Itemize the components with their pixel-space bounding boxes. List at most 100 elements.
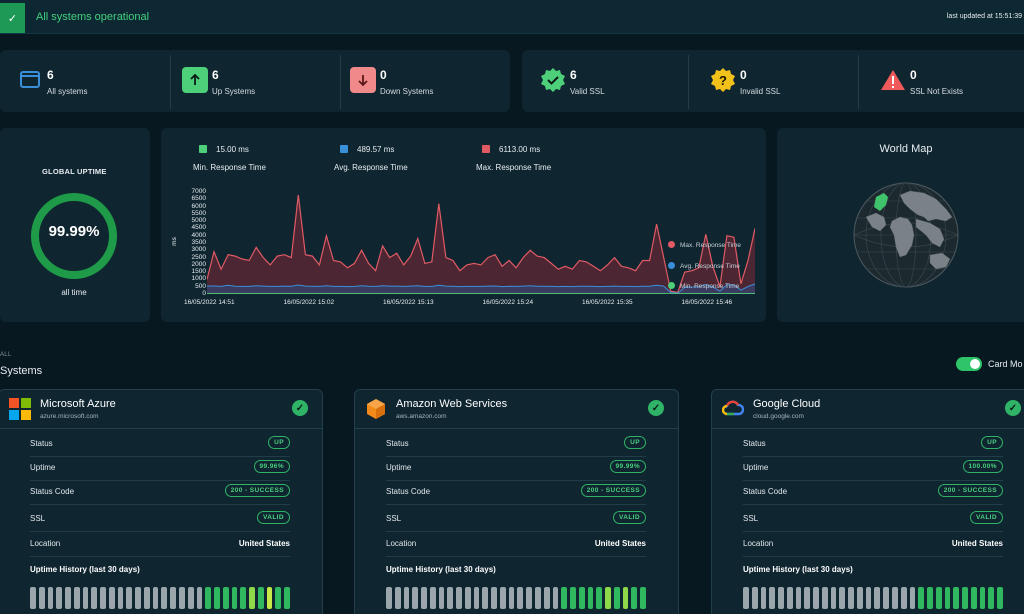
history-bar[interactable] xyxy=(508,587,515,609)
history-bar[interactable] xyxy=(170,587,177,609)
history-bar[interactable] xyxy=(578,587,585,609)
history-bar[interactable] xyxy=(778,587,784,609)
history-bar[interactable] xyxy=(631,587,638,609)
globe-icon[interactable] xyxy=(852,181,960,289)
history-bar[interactable] xyxy=(892,587,898,609)
history-bar[interactable] xyxy=(240,587,247,609)
history-bar[interactable] xyxy=(65,587,71,609)
history-bar[interactable] xyxy=(412,587,419,609)
history-bar[interactable] xyxy=(769,587,776,609)
response-time-chart[interactable] xyxy=(207,190,755,294)
history-bar[interactable] xyxy=(918,587,925,609)
history-bar[interactable] xyxy=(830,587,837,609)
history-bar[interactable] xyxy=(205,587,212,609)
history-bar[interactable] xyxy=(284,587,290,609)
history-bar[interactable] xyxy=(257,587,264,609)
card-mode-toggle[interactable] xyxy=(956,357,982,371)
history-bar[interactable] xyxy=(421,587,427,609)
history-bar[interactable] xyxy=(552,587,559,609)
system-card-aws[interactable]: Amazon Web Services aws.amazon.com ✓ Sta… xyxy=(354,389,679,614)
history-bar[interactable] xyxy=(751,587,758,609)
history-bar[interactable] xyxy=(848,587,854,609)
history-bar[interactable] xyxy=(570,587,576,609)
history-bar[interactable] xyxy=(231,587,238,609)
history-bar[interactable] xyxy=(222,587,229,609)
history-bar[interactable] xyxy=(117,587,124,609)
history-bar[interactable] xyxy=(429,587,436,609)
history-bar[interactable] xyxy=(596,587,603,609)
history-bar[interactable] xyxy=(56,587,63,609)
history-bar[interactable] xyxy=(275,587,282,609)
history-bar[interactable] xyxy=(91,587,98,609)
history-bar[interactable] xyxy=(38,587,45,609)
history-bar[interactable] xyxy=(535,587,541,609)
history-bar[interactable] xyxy=(473,587,480,609)
history-bar[interactable] xyxy=(874,587,881,609)
window-icon xyxy=(17,67,43,93)
history-bar[interactable] xyxy=(979,587,986,609)
history-bar[interactable] xyxy=(786,587,793,609)
history-bar[interactable] xyxy=(997,587,1003,609)
history-bar[interactable] xyxy=(161,587,168,609)
history-bar[interactable] xyxy=(988,587,995,609)
history-bar[interactable] xyxy=(152,587,159,609)
history-bar[interactable] xyxy=(883,587,890,609)
history-bar[interactable] xyxy=(126,587,133,609)
history-bar[interactable] xyxy=(526,587,533,609)
history-bar[interactable] xyxy=(953,587,960,609)
history-bar[interactable] xyxy=(47,587,54,609)
history-bar[interactable] xyxy=(456,587,462,609)
history-bar[interactable] xyxy=(543,587,550,609)
history-bar[interactable] xyxy=(856,587,863,609)
history-bar[interactable] xyxy=(214,587,220,609)
history-bar[interactable] xyxy=(386,587,392,609)
history-bar[interactable] xyxy=(499,587,506,609)
history-bar[interactable] xyxy=(944,587,951,609)
history-bar[interactable] xyxy=(403,587,410,609)
history-bar[interactable] xyxy=(865,587,872,609)
history-bar[interactable] xyxy=(249,587,255,609)
history-bar[interactable] xyxy=(517,587,524,609)
history-bar[interactable] xyxy=(587,587,594,609)
system-card-google-cloud[interactable]: Google Cloud cloud.google.com ✓ Status UP… xyxy=(711,389,1024,614)
history-bar[interactable] xyxy=(795,587,802,609)
history-bar[interactable] xyxy=(464,587,471,609)
history-bar[interactable] xyxy=(927,587,933,609)
history-bar[interactable] xyxy=(909,587,916,609)
history-bar[interactable] xyxy=(561,587,568,609)
history-bar[interactable] xyxy=(839,587,846,609)
history-bar[interactable] xyxy=(196,587,203,609)
history-bar[interactable] xyxy=(760,587,767,609)
history-bar[interactable] xyxy=(640,587,646,609)
history-bar[interactable] xyxy=(804,587,811,609)
history-bar[interactable] xyxy=(30,587,36,609)
system-card-azure[interactable]: Microsoft Azure azure.microsoft.com ✓ St… xyxy=(0,389,323,614)
history-bar[interactable] xyxy=(179,587,185,609)
history-bar[interactable] xyxy=(82,587,89,609)
history-bar[interactable] xyxy=(482,587,489,609)
history-bar[interactable] xyxy=(613,587,620,609)
history-bar[interactable] xyxy=(100,587,106,609)
history-bar[interactable] xyxy=(266,587,273,609)
ssl-row: SSL VALID xyxy=(386,511,646,527)
history-bar[interactable] xyxy=(743,587,749,609)
history-bar[interactable] xyxy=(900,587,907,609)
history-bar[interactable] xyxy=(605,587,611,609)
history-bar[interactable] xyxy=(821,587,828,609)
history-bar[interactable] xyxy=(491,587,497,609)
history-bar[interactable] xyxy=(622,587,629,609)
history-bar[interactable] xyxy=(187,587,194,609)
history-bar[interactable] xyxy=(970,587,977,609)
history-bar[interactable] xyxy=(143,587,150,609)
history-bar[interactable] xyxy=(394,587,401,609)
history-bar[interactable] xyxy=(438,587,445,609)
history-bar[interactable] xyxy=(447,587,454,609)
history-bar[interactable] xyxy=(135,587,141,609)
history-bar[interactable] xyxy=(962,587,968,609)
history-bar[interactable] xyxy=(73,587,80,609)
card-mode-label: Card Mo xyxy=(988,359,1023,369)
history-bar[interactable] xyxy=(813,587,819,609)
x-tick-label: 16/05/2022 15:24 xyxy=(482,299,534,306)
history-bar[interactable] xyxy=(935,587,942,609)
history-bar[interactable] xyxy=(108,587,115,609)
